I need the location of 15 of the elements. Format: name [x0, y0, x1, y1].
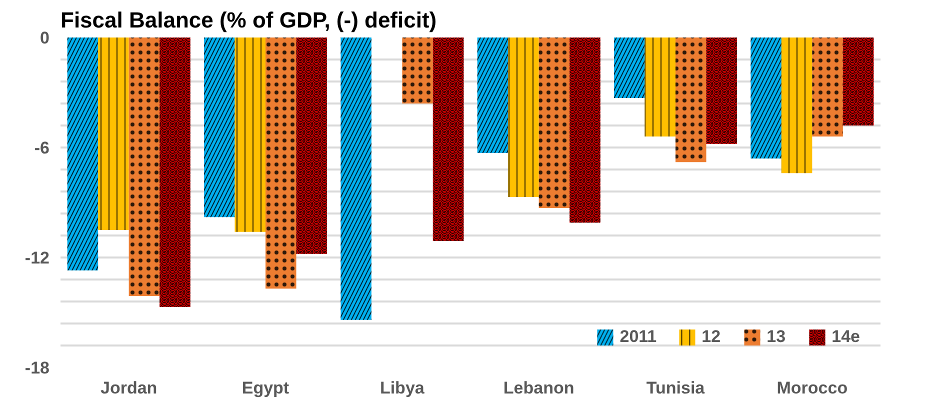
x-tick-label: Tunisia [646, 378, 706, 398]
chart-title: Fiscal Balance (% of GDP, (-) deficit) [60, 8, 437, 32]
y-tick-label: 0 [40, 28, 50, 48]
legend-label: 13 [766, 327, 787, 347]
y-tick-label: -6 [34, 138, 50, 158]
x-tick-label: Jordan [100, 378, 158, 398]
legend-label: 14e [832, 327, 860, 347]
y-tick-label: -12 [24, 248, 50, 268]
y-tick-label: -18 [24, 358, 50, 378]
legend-label: 12 [702, 327, 722, 347]
legend-label: 2011 [620, 327, 657, 347]
x-tick-label: Libya [380, 378, 425, 398]
x-tick-label: Morocco [776, 378, 848, 398]
x-tick-label: Egypt [242, 378, 290, 398]
x-tick-label: Lebanon [503, 378, 574, 398]
